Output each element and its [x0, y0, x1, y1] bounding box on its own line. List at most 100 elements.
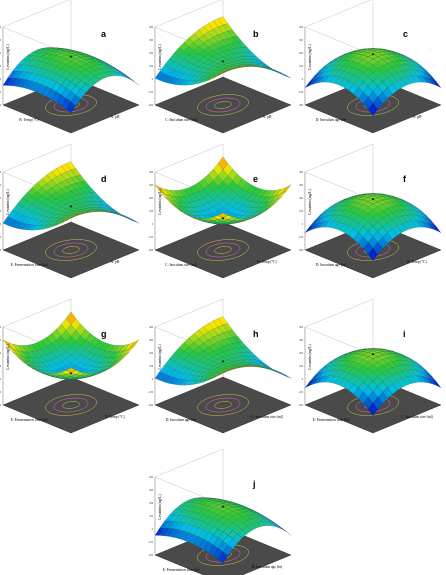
z-axis-label: Levantin (ng/L) [5, 344, 10, 370]
optimum-point [372, 198, 374, 200]
panel-letter: b [253, 29, 259, 39]
z-axis-label: Levantin (ng/L) [307, 344, 312, 370]
z-axis-label: Levantin (ng/L) [5, 44, 10, 70]
z-tick-label: 0 [152, 223, 154, 226]
z-tick-label: 0 [0, 223, 2, 226]
x-axis-label: E: Fermentation time (hr) [163, 568, 201, 572]
z-tick-label: 400 [299, 171, 304, 174]
z-tick-label: -200 [148, 404, 153, 407]
z-tick-label: 200 [149, 197, 154, 200]
z-tick-label: 100 [299, 210, 304, 213]
optimum-point [372, 53, 374, 55]
z-tick-label: 400 [0, 171, 2, 174]
y-axis-label: C: Inoculum size (ml) [251, 415, 283, 419]
z-tick-label: -200 [148, 249, 153, 252]
z-tick-label: 300 [149, 184, 154, 187]
z-tick-label: 100 [149, 65, 154, 68]
z-axis-label: Levantin (ng/L) [5, 189, 10, 215]
optimum-point [222, 506, 224, 508]
z-tick-label: 200 [299, 52, 304, 55]
z-tick-label: -200 [298, 249, 303, 252]
panel-letter: c [403, 29, 408, 39]
z-tick-label: -100 [298, 236, 303, 239]
optimum-point [372, 353, 374, 355]
x-axis-label: E: Fermentation time (hr) [313, 418, 351, 422]
z-tick-label: -100 [0, 391, 2, 394]
z-tick-label: -200 [148, 104, 153, 107]
z-tick-label: 100 [299, 65, 304, 68]
z-axis-label: Levantin (ng/L) [157, 344, 162, 370]
z-tick-label: 300 [149, 39, 154, 42]
z-tick-label: -100 [148, 391, 153, 394]
z-tick-label: 400 [149, 171, 154, 174]
z-tick-label: 400 [149, 476, 154, 479]
z-tick-label: -200 [0, 249, 2, 252]
x-axis-label: D: Inoculum age (hr) [166, 418, 197, 422]
z-tick-label: -100 [148, 236, 153, 239]
z-tick-label: 300 [0, 339, 2, 342]
z-tick-label: 400 [0, 26, 2, 29]
z-tick-label: -200 [298, 404, 303, 407]
z-tick-label: 0 [152, 78, 154, 81]
y-axis-label: B: Temp (°C) [407, 260, 427, 264]
z-axis-label: Levantin (ng/L) [157, 189, 162, 215]
z-tick-label: 100 [149, 365, 154, 368]
panel-letter: e [253, 174, 258, 184]
optimum-point [222, 217, 224, 219]
z-tick-label: 0 [302, 78, 304, 81]
z-axis-label: Levantin (ng/L) [307, 189, 312, 215]
z-axis-label: Levantin (ng/L) [307, 44, 312, 70]
z-tick-label: 400 [299, 326, 304, 329]
z-tick-label: -200 [0, 104, 2, 107]
x-axis-label: E: Fermentation time (hr) [11, 418, 49, 422]
z-tick-label: 300 [299, 339, 304, 342]
z-tick-label: 200 [149, 502, 154, 505]
optimum-point [222, 360, 224, 362]
z-tick-label: -200 [0, 404, 2, 407]
y-axis-label: B: Temp (°C) [105, 415, 125, 419]
z-tick-label: 300 [149, 339, 154, 342]
x-axis-label: C: Inoculum size (ml) [165, 263, 197, 267]
z-tick-label: 200 [0, 52, 2, 55]
z-tick-label: 300 [299, 184, 304, 187]
panel-letter: d [101, 174, 107, 184]
z-tick-label: 0 [0, 78, 2, 81]
y-axis-label: A: pH [263, 115, 272, 119]
z-tick-label: 100 [149, 210, 154, 213]
z-tick-label: -100 [298, 91, 303, 94]
y-axis-label: D: Inoculum age (hr) [252, 565, 283, 569]
z-tick-label: 300 [149, 489, 154, 492]
panel-letter: i [403, 329, 406, 339]
z-tick-label: 400 [149, 26, 154, 29]
panel-letter: f [403, 174, 407, 184]
z-tick-label: 0 [152, 528, 154, 531]
y-axis-label: A: pH [413, 115, 422, 119]
z-tick-label: 200 [0, 197, 2, 200]
z-tick-label: 100 [149, 515, 154, 518]
optimum-point [222, 60, 224, 62]
panel-letter: a [101, 29, 107, 39]
x-axis-label: D: Inoculum age (hr) [316, 118, 347, 122]
z-tick-label: -200 [148, 554, 153, 557]
panel-letter: j [252, 479, 256, 489]
z-tick-label: 100 [299, 365, 304, 368]
z-tick-label: 300 [0, 39, 2, 42]
optimum-point [70, 372, 72, 374]
z-axis-label: Levantin (ng/L) [157, 44, 162, 70]
